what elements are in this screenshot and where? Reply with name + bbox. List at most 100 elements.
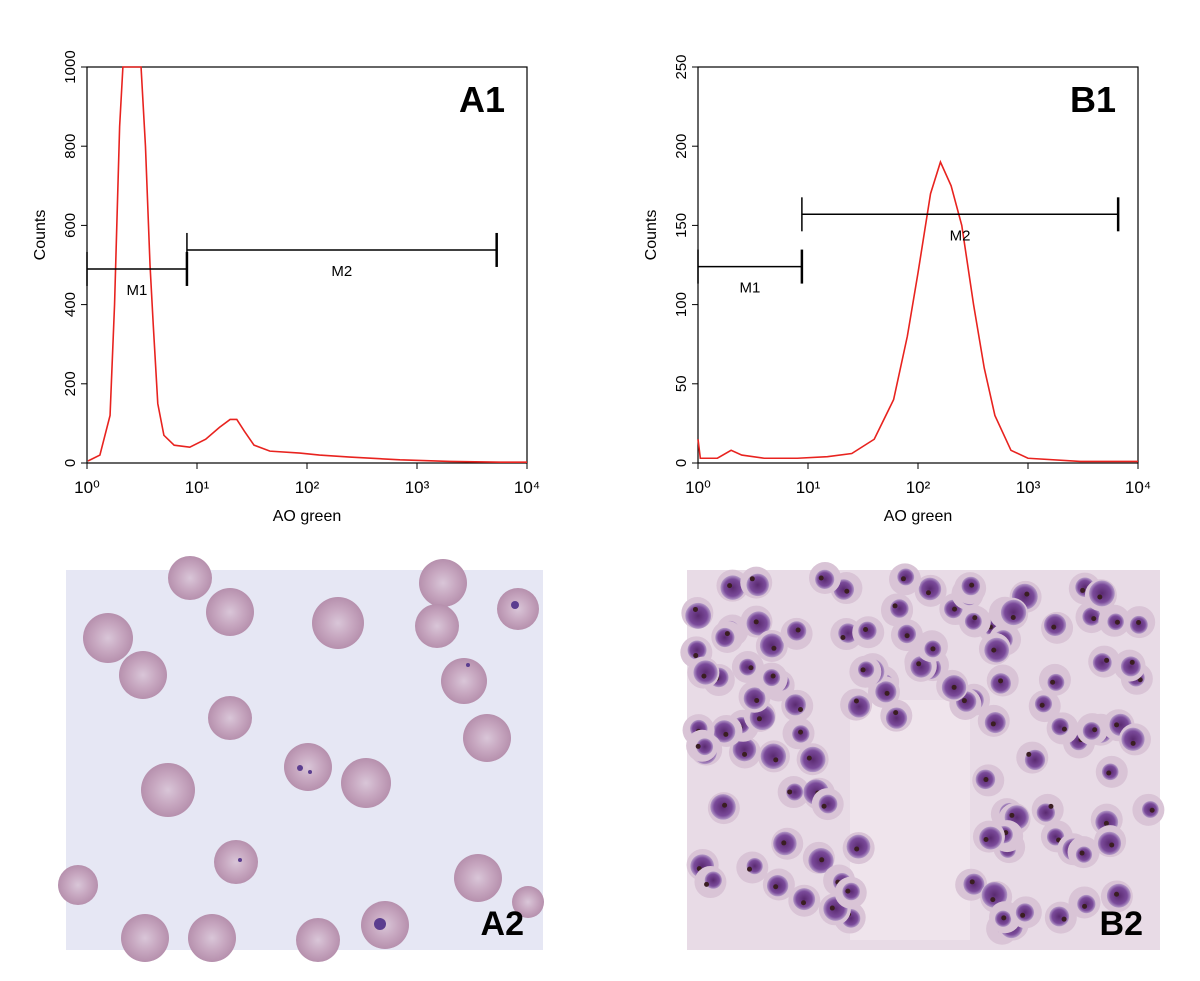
y-tick-label: 0	[673, 459, 690, 467]
parasite	[746, 573, 769, 597]
pigment	[854, 846, 860, 852]
x-tick-label: 10⁰	[685, 478, 711, 497]
y-tick-label: 100	[673, 292, 690, 317]
pigment	[900, 576, 906, 582]
pigment	[1080, 587, 1086, 593]
pigment	[1114, 891, 1120, 897]
parasite	[720, 575, 745, 600]
parasite	[1043, 613, 1067, 637]
pigment	[930, 646, 936, 652]
pigment	[1061, 726, 1067, 732]
y-tick-label: 50	[673, 375, 690, 392]
parasite	[847, 695, 871, 718]
pigment	[801, 900, 807, 906]
pigment	[972, 615, 978, 621]
chart: 0 200 400 600 800 1000 10⁰ 10¹ 10² 10³ 10⁴ AO green…	[32, 50, 540, 525]
pigment	[1051, 624, 1057, 630]
pigment	[753, 619, 759, 625]
pigment	[1048, 803, 1054, 809]
pigment	[860, 667, 866, 673]
parasite	[1015, 903, 1035, 922]
parasite	[1121, 727, 1145, 751]
pigment	[748, 665, 754, 671]
parasite	[981, 882, 1008, 908]
pigment	[773, 884, 779, 890]
y-tick-label: 800	[62, 134, 79, 159]
pigment	[1061, 916, 1067, 922]
parasite	[759, 633, 784, 658]
pigment	[969, 879, 975, 885]
y-tick-label: 200	[62, 371, 79, 396]
parasite	[1082, 722, 1101, 740]
parasite	[1077, 894, 1096, 914]
parasite	[984, 637, 1010, 663]
parasite	[857, 661, 875, 678]
pigment	[951, 684, 957, 690]
pigment	[692, 606, 698, 612]
parasite	[846, 834, 871, 859]
plot-frame	[697, 66, 1139, 464]
parasite	[760, 743, 787, 769]
pigment	[1103, 820, 1109, 826]
x-tick-label: 10²	[295, 478, 320, 497]
pigment	[693, 653, 699, 659]
pigment	[961, 698, 967, 704]
parasite	[842, 882, 860, 901]
x-tick-label: 10²	[906, 478, 931, 497]
pigment	[1091, 616, 1097, 622]
pigment	[1020, 912, 1026, 918]
pigment	[727, 583, 733, 589]
x-axis-label: AO green	[884, 508, 952, 525]
x-tick-label: 10⁴	[514, 478, 540, 497]
parasite	[918, 577, 942, 601]
parasite	[693, 660, 718, 685]
pigment	[695, 743, 701, 749]
marker-label: M1	[740, 280, 761, 297]
x-tick-label: 10³	[405, 478, 430, 497]
pigment	[818, 575, 824, 581]
pigment	[840, 634, 846, 640]
chart: 0 50 100 150 200 250 10⁰ 10¹ 10² 10³ 10⁴ AO green Co…	[643, 54, 1151, 525]
pigment	[749, 576, 755, 582]
pigment	[747, 866, 753, 872]
pigment	[845, 888, 851, 894]
pigment	[1129, 659, 1135, 665]
pigment	[787, 789, 793, 795]
pigment	[704, 881, 710, 887]
pigment	[701, 673, 707, 679]
parasite	[786, 783, 804, 801]
x-tick-label: 10¹	[185, 478, 210, 497]
pigment	[722, 802, 728, 808]
pigment	[853, 698, 859, 704]
pigment	[1109, 842, 1115, 848]
parasite	[712, 720, 736, 743]
parasite	[715, 627, 735, 648]
y-tick-label: 250	[673, 54, 690, 79]
x-tick-label: 10⁴	[1125, 478, 1151, 497]
pigment	[1009, 812, 1015, 818]
parasite	[818, 794, 838, 814]
pigment	[770, 673, 776, 679]
pigment	[819, 857, 825, 863]
parasite	[687, 640, 707, 660]
pigment	[1136, 619, 1142, 625]
parasite	[739, 658, 756, 676]
parasite	[746, 611, 771, 636]
marker-label: M1	[127, 282, 148, 299]
pigment	[1149, 807, 1155, 813]
pigment	[742, 751, 748, 757]
pigment	[798, 729, 804, 735]
marker-label: M2	[950, 227, 971, 244]
pigment	[844, 588, 850, 594]
y-tick-label: 150	[673, 213, 690, 238]
pigment	[990, 897, 996, 903]
parasite	[696, 738, 714, 756]
histogram-line	[697, 159, 1138, 463]
chart-title: B1	[1070, 79, 1116, 120]
pigment	[998, 678, 1004, 684]
pigment	[925, 590, 931, 596]
pigment	[781, 840, 787, 846]
pigment	[1106, 770, 1112, 776]
